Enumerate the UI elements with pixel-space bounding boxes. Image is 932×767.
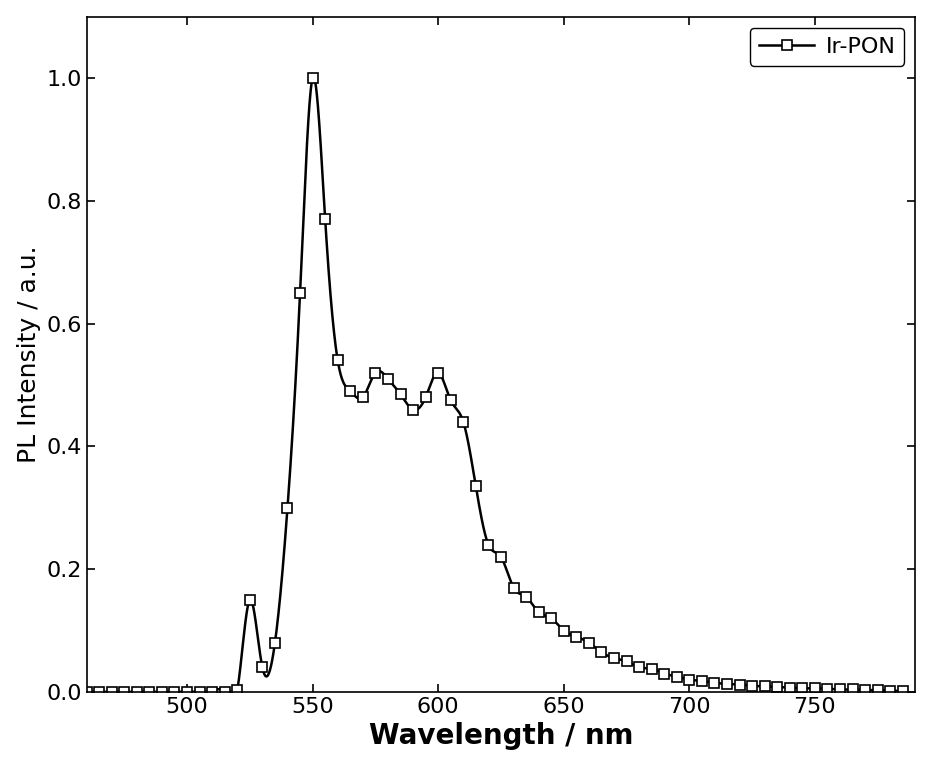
Ir-PON [898, 686, 909, 696]
Ir-PON [144, 687, 155, 696]
Ir-PON [81, 687, 92, 696]
X-axis label: Wavelength / nm: Wavelength / nm [369, 723, 633, 750]
Ir-PON [281, 503, 293, 512]
Line: Ir-PON: Ir-PON [82, 73, 908, 696]
Ir-PON [345, 387, 356, 396]
Ir-PON [847, 685, 858, 694]
Ir-PON [307, 74, 318, 83]
Y-axis label: PL Intensity / a.u.: PL Intensity / a.u. [17, 245, 41, 463]
Ir-PON [733, 680, 745, 690]
Ir-PON [445, 396, 457, 405]
Legend: Ir-PON: Ir-PON [750, 28, 904, 65]
